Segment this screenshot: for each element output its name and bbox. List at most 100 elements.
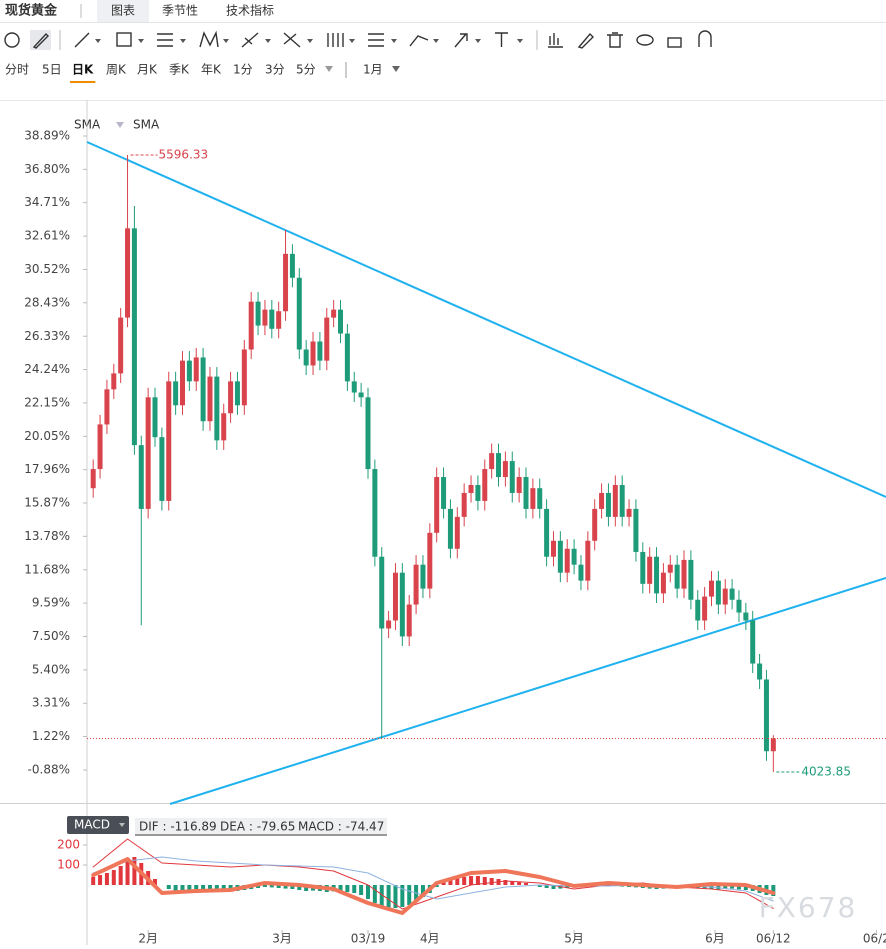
macd-bar [730,885,735,889]
candle-body [729,588,735,600]
trend-line [169,577,886,805]
candle-body [468,484,474,493]
candle-body [750,620,756,664]
period-option[interactable]: 1分 [233,63,253,77]
trend-line [86,141,886,498]
tool-icon[interactable] [74,32,90,48]
readout-bg [135,818,387,834]
caret[interactable] [223,39,229,43]
y-tick-label: 26.33% [24,329,70,343]
candle-body [633,508,639,552]
range-selector[interactable]: 1月 [363,63,383,77]
candle-body [111,373,117,390]
tab[interactable]: 图表 [111,4,135,18]
tab[interactable]: 季节性 [162,4,198,18]
tool-icon[interactable] [577,32,594,49]
tool-icon[interactable] [454,33,468,48]
period-option[interactable]: 3分 [265,63,285,77]
indicator-button[interactable] [67,816,129,834]
macd-bar [132,857,137,885]
tool-icon[interactable] [32,32,49,49]
caret[interactable] [391,39,397,43]
x-tick-label: 03/19 [351,932,386,946]
caret[interactable] [138,39,144,43]
candle-body [530,488,536,509]
tool-icon[interactable] [116,32,132,47]
period-option[interactable]: 分时 [5,63,29,77]
macd-bar [352,885,357,893]
caret[interactable] [95,39,101,43]
macd-bar [297,885,302,890]
tool-icon[interactable] [368,33,384,47]
tool-icon[interactable] [548,33,563,48]
candle-body [379,556,385,629]
macd-bar [365,885,370,899]
indicator-label: SMA [133,118,160,132]
candle-body [97,424,103,470]
caret[interactable] [392,66,400,72]
caret[interactable] [433,39,439,43]
tool-icon[interactable] [283,32,301,48]
y-tick-label: 38.89% [24,129,70,143]
tool-icon[interactable] [199,30,219,48]
tool-icon[interactable] [636,34,654,46]
y-tick-label: 3.31% [32,696,70,710]
watermark: FX678 [759,891,858,924]
candle-body [138,445,144,509]
tool-icon[interactable] [495,32,508,47]
candle-body [640,551,646,584]
candle-body [605,492,611,517]
caret[interactable] [116,122,124,128]
tool-icon[interactable] [409,35,429,47]
macd-bar [290,885,295,889]
tool-icon[interactable] [4,32,20,48]
period-option[interactable]: 季K [169,63,190,77]
instrument-title: 现货黄金 [5,3,58,19]
tool-icon[interactable] [157,33,173,47]
period-option[interactable]: 5日 [42,63,62,77]
caret[interactable] [475,39,481,43]
macd-bar [214,885,219,892]
tool-icon[interactable] [698,30,712,47]
tool-icon[interactable] [607,32,623,48]
tool-icon[interactable] [667,37,682,48]
tool-icon[interactable] [241,32,259,48]
caret[interactable] [180,39,186,43]
macd-bar [256,885,261,888]
candle-body [234,381,240,406]
caret[interactable] [307,39,313,43]
toolbar-carets [95,39,523,43]
period-option[interactable]: 年K [201,63,222,77]
y-tick-label: 9.59% [32,596,70,610]
candle-body [152,397,158,438]
caret[interactable] [119,823,125,827]
candle-body [612,484,618,517]
high-label: 5596.33 [159,147,209,161]
candle-body [173,381,179,406]
tab[interactable]: 技术指标 [226,3,274,18]
candle-body [681,559,687,589]
candle-body [131,228,137,446]
candle-body [125,228,131,318]
tool-icon[interactable] [327,33,344,47]
low-label: 4023.85 [801,764,851,778]
period-option[interactable]: 日K [72,63,94,77]
caret[interactable] [517,39,523,43]
candle-body [262,309,268,326]
caret[interactable] [349,39,355,43]
caret[interactable] [325,66,333,72]
candle-body [303,349,309,366]
period-option[interactable]: 月K [137,63,158,77]
candle-body [104,389,110,425]
y-tick-label: 100 [57,858,80,872]
caret[interactable] [265,39,271,43]
y-tick-label: 32.61% [24,229,70,243]
x-tick-label: 06/12 [756,932,791,946]
period-option[interactable]: 周K [106,63,127,77]
macd-bar [551,885,556,889]
macd-bar [304,885,309,891]
candle-body [317,341,323,361]
period-option[interactable]: 5分 [296,63,316,77]
macd-bar [125,859,130,885]
macd-bar [91,877,96,885]
